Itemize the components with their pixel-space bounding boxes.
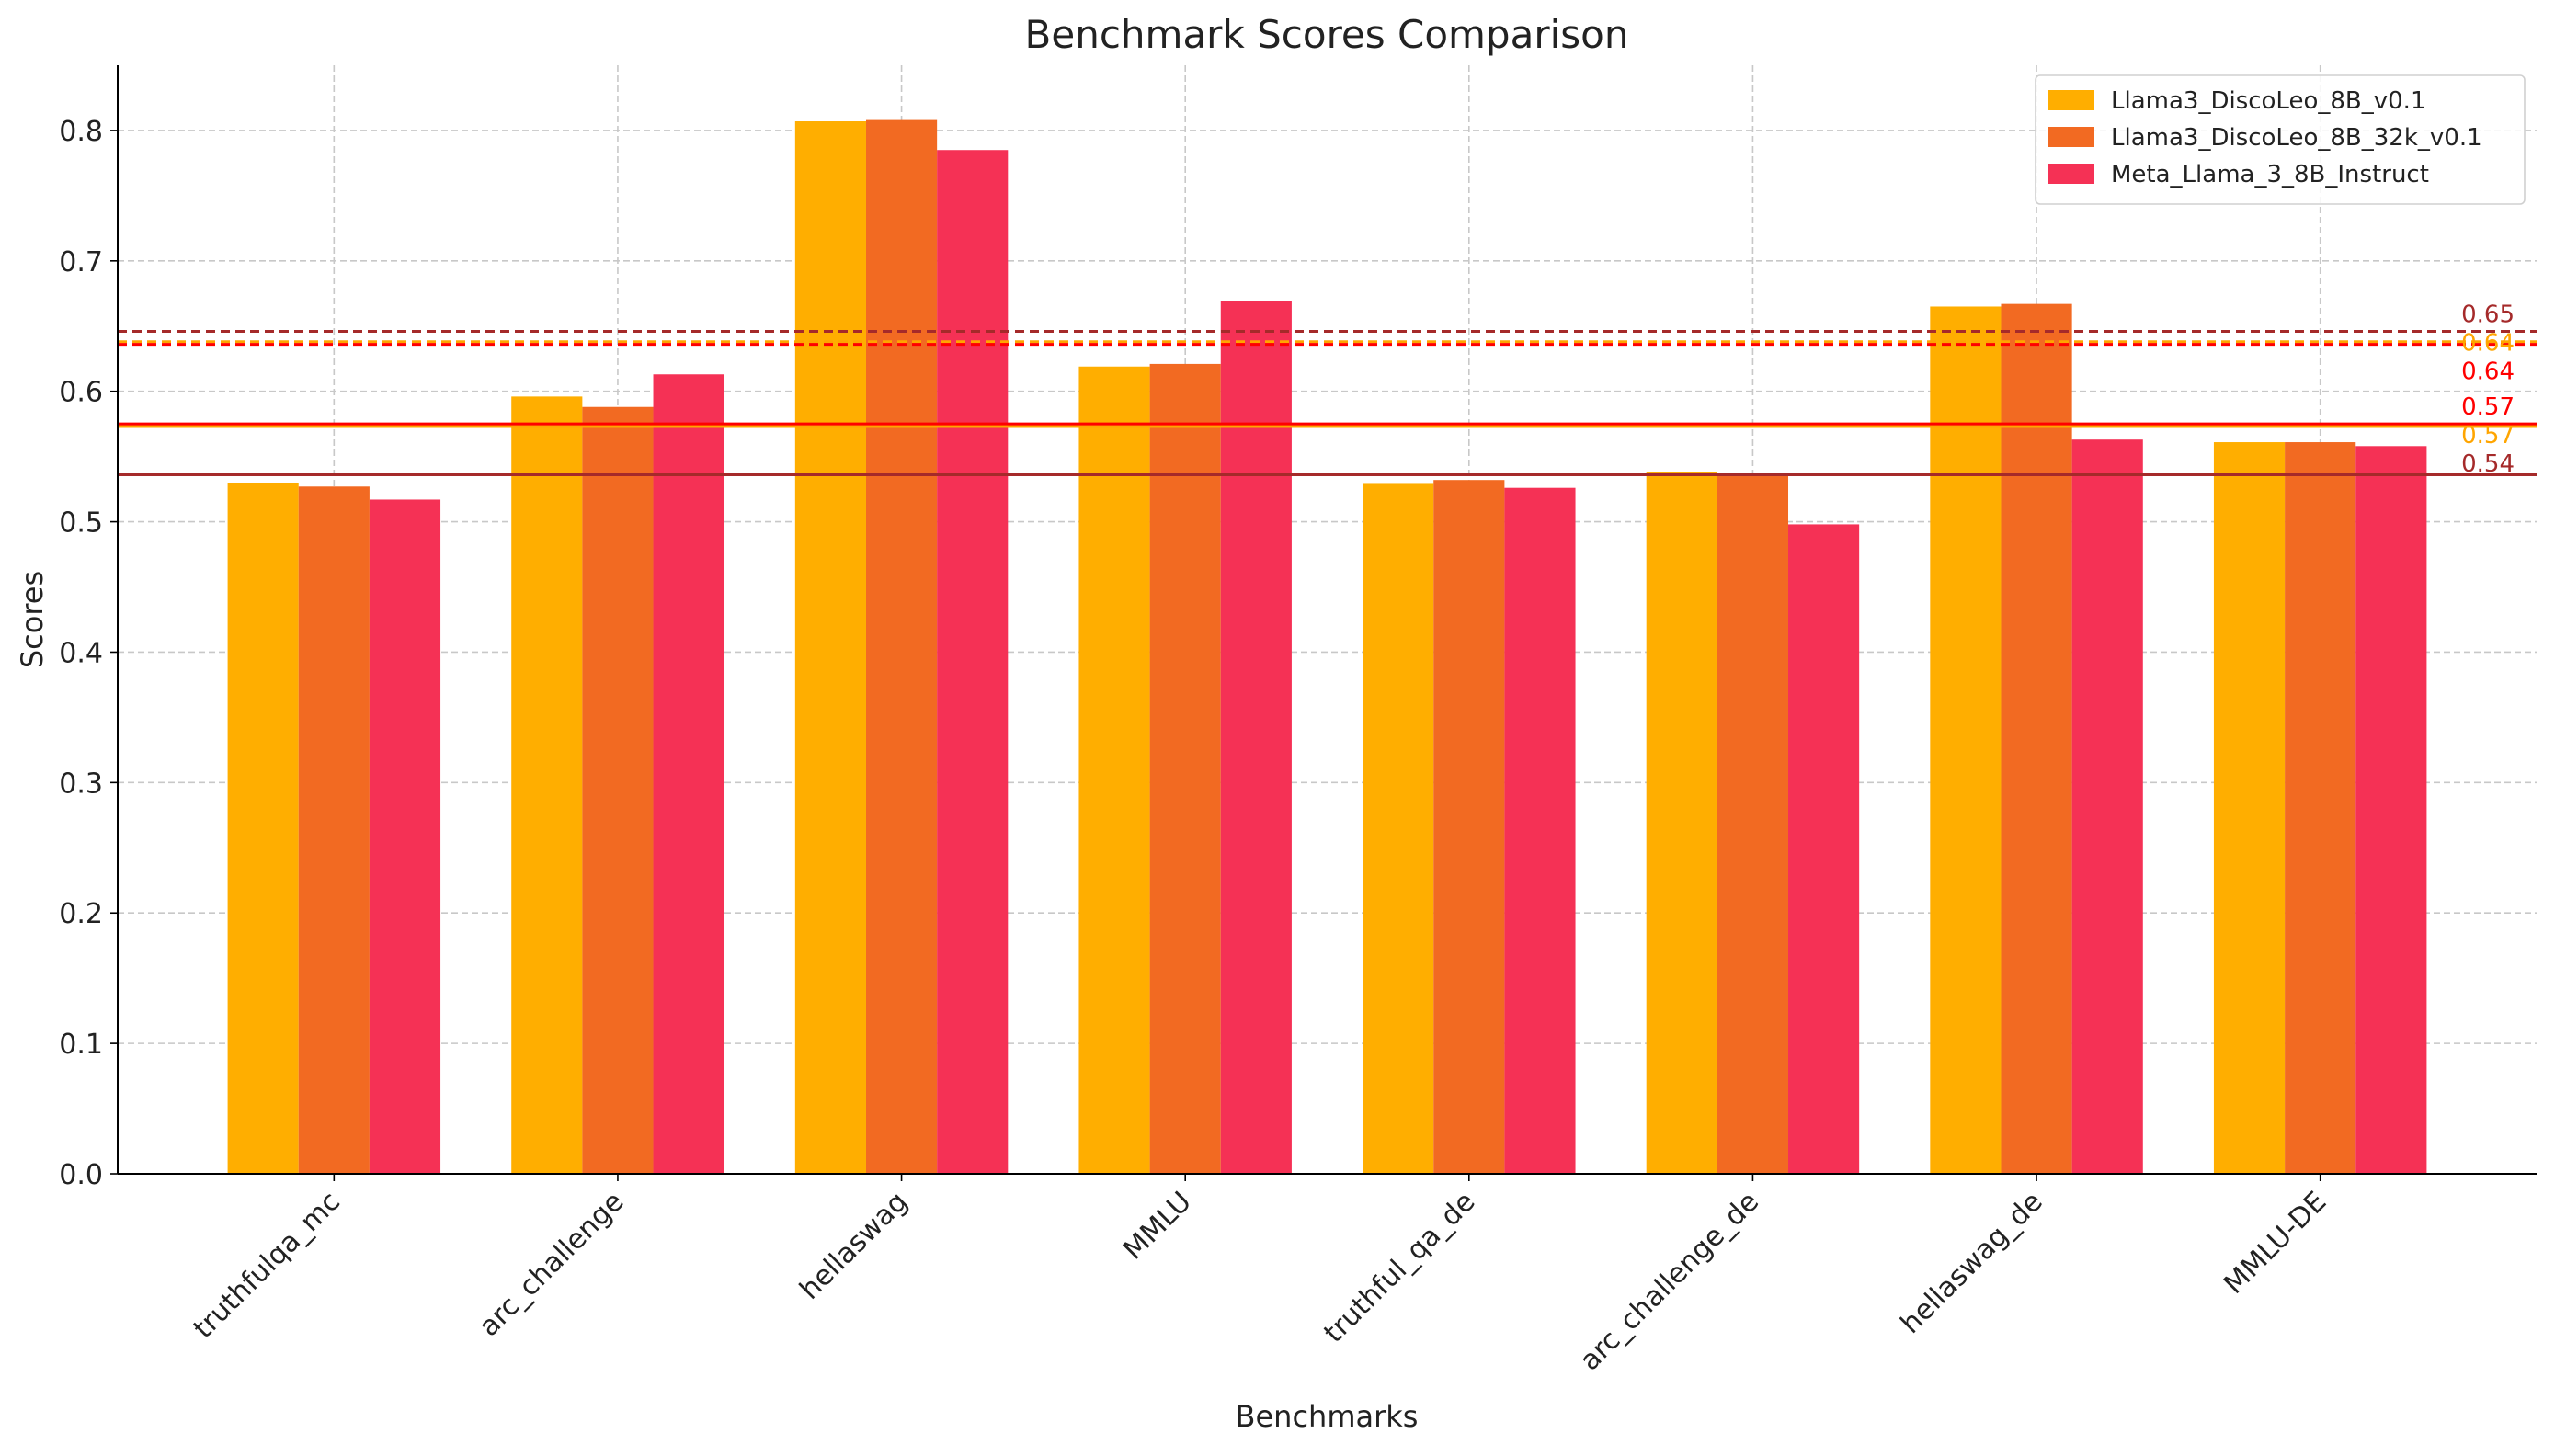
reference-line-label: 0.57 bbox=[2461, 393, 2515, 421]
x-tick-label: arc_challenge_de bbox=[1574, 1186, 1765, 1377]
y-tick-label: 0.1 bbox=[59, 1029, 103, 1061]
legend-label: Llama3_DiscoLeo_8B_v0.1 bbox=[2111, 87, 2425, 115]
y-tick-label: 0.4 bbox=[59, 637, 103, 669]
bar-Meta_Llama_3_8B_Instruct bbox=[937, 150, 1009, 1175]
bar-Llama3_DiscoLeo_8B_32k_v0.1 bbox=[865, 119, 938, 1175]
chart-title: Benchmark Scores Comparison bbox=[1025, 12, 1629, 57]
bar-Llama3_DiscoLeo_8B_v0.1 bbox=[794, 121, 866, 1175]
bars bbox=[227, 119, 2427, 1175]
y-tick-label: 0.8 bbox=[59, 116, 103, 148]
reference-line-label: 0.54 bbox=[2461, 450, 2515, 478]
y-tick-label: 0.5 bbox=[59, 507, 103, 540]
grid bbox=[118, 65, 2537, 1175]
y-tick-label: 0.2 bbox=[59, 898, 103, 930]
bar-Llama3_DiscoLeo_8B_32k_v0.1 bbox=[582, 406, 654, 1174]
bar-Llama3_DiscoLeo_8B_32k_v0.1 bbox=[2001, 303, 2072, 1174]
legend-swatch bbox=[2048, 127, 2094, 147]
legend: Llama3_DiscoLeo_8B_v0.1 Llama3_DiscoLeo_8… bbox=[2035, 74, 2526, 205]
bar-Meta_Llama_3_8B_Instruct bbox=[369, 499, 441, 1174]
bar-Meta_Llama_3_8B_Instruct bbox=[1220, 301, 1292, 1174]
bar-Meta_Llama_3_8B_Instruct bbox=[2355, 446, 2427, 1174]
bar-Llama3_DiscoLeo_8B_32k_v0.1 bbox=[1717, 473, 1789, 1174]
bar-Llama3_DiscoLeo_8B_v0.1 bbox=[1363, 483, 1434, 1174]
y-tick-label: 0.6 bbox=[59, 377, 103, 409]
x-tick-label: hellaswag_de bbox=[1895, 1186, 2049, 1340]
bar-Llama3_DiscoLeo_8B_v0.1 bbox=[1930, 306, 2002, 1174]
y-tick-label: 0.3 bbox=[59, 768, 103, 800]
bar-Llama3_DiscoLeo_8B_v0.1 bbox=[227, 483, 299, 1174]
y-axis-label: Scores bbox=[15, 571, 50, 668]
bar-Meta_Llama_3_8B_Instruct bbox=[1504, 487, 1576, 1174]
bar-Llama3_DiscoLeo_8B_v0.1 bbox=[1078, 366, 1150, 1174]
reference-line-label: 0.65 bbox=[2461, 301, 2515, 328]
reference-line-label: 0.64 bbox=[2461, 329, 2515, 357]
x-tick-label: MMLU bbox=[1117, 1186, 1198, 1267]
bar-Llama3_DiscoLeo_8B_32k_v0.1 bbox=[1433, 480, 1505, 1174]
x-tick-label: hellaswag bbox=[793, 1186, 914, 1306]
y-tick-label: 0.0 bbox=[59, 1159, 103, 1191]
x-tick-label: truthfulqa_mc bbox=[188, 1186, 347, 1345]
legend-box bbox=[2035, 74, 2526, 205]
bar-Llama3_DiscoLeo_8B_32k_v0.1 bbox=[2285, 442, 2356, 1174]
reference-line-label: 0.57 bbox=[2461, 422, 2515, 449]
reference-lines: 0.650.640.640.570.570.54 bbox=[118, 301, 2537, 478]
legend-swatch bbox=[2048, 90, 2094, 110]
bar-Llama3_DiscoLeo_8B_v0.1 bbox=[2213, 442, 2286, 1174]
bar-Llama3_DiscoLeo_8B_v0.1 bbox=[1646, 472, 1717, 1174]
bar-Meta_Llama_3_8B_Instruct bbox=[653, 374, 724, 1174]
legend-swatch bbox=[2048, 164, 2094, 184]
x-tick-label: arc_challenge bbox=[473, 1186, 630, 1343]
x-tick-label: truthful_qa_de bbox=[1317, 1186, 1481, 1349]
bar-Meta_Llama_3_8B_Instruct bbox=[2071, 439, 2143, 1174]
bar-Llama3_DiscoLeo_8B_32k_v0.1 bbox=[1149, 363, 1221, 1174]
y-tick-label: 0.7 bbox=[59, 246, 103, 279]
reference-line-label: 0.64 bbox=[2461, 358, 2515, 385]
x-axis-label: Benchmarks bbox=[1236, 1399, 1419, 1434]
bar-Meta_Llama_3_8B_Instruct bbox=[1788, 524, 1860, 1174]
legend-label: Llama3_DiscoLeo_8B_32k_v0.1 bbox=[2111, 124, 2482, 152]
x-tick-label: MMLU-DE bbox=[2218, 1186, 2333, 1301]
bar-Llama3_DiscoLeo_8B_32k_v0.1 bbox=[298, 486, 370, 1174]
bar-Llama3_DiscoLeo_8B_v0.1 bbox=[511, 396, 583, 1174]
legend-label: Meta_Llama_3_8B_Instruct bbox=[2111, 161, 2429, 188]
